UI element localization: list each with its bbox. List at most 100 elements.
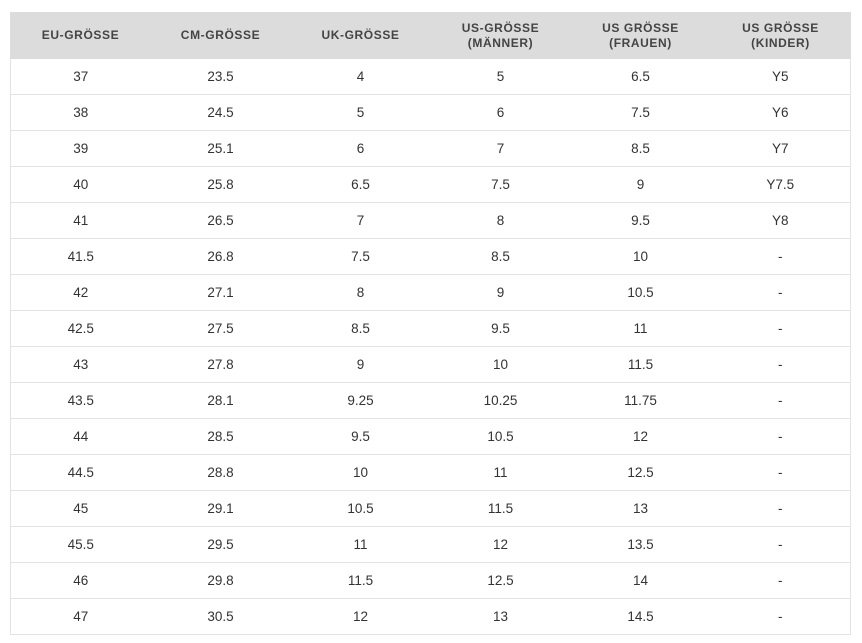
table-row: 39 25.1 6 7 8.5 Y7 bbox=[10, 130, 851, 167]
table-cell: 12.5 bbox=[570, 454, 711, 491]
header-cell: US GRÖSSE (FRAUEN) bbox=[570, 12, 711, 59]
table-cell: Y7 bbox=[710, 130, 851, 167]
table-cell: 7.5 bbox=[570, 94, 711, 131]
table-cell: 5 bbox=[290, 94, 431, 131]
table-cell: 11 bbox=[290, 526, 431, 563]
table-cell: 9 bbox=[570, 166, 711, 203]
header-cell: US-GRÖSSE (MÄNNER) bbox=[430, 12, 571, 59]
table-cell: 30.5 bbox=[150, 598, 291, 635]
table-cell: 13.5 bbox=[570, 526, 711, 563]
table-cell: 37 bbox=[10, 58, 151, 95]
table-cell: 25.1 bbox=[150, 130, 291, 167]
table-cell: 27.8 bbox=[150, 346, 291, 383]
table-row: 41 26.5 7 8 9.5 Y8 bbox=[10, 202, 851, 239]
table-cell: - bbox=[710, 562, 851, 599]
table-cell: 28.8 bbox=[150, 454, 291, 491]
table-cell: 11.5 bbox=[430, 490, 571, 527]
table-cell: 10 bbox=[290, 454, 431, 491]
table-cell: 27.5 bbox=[150, 310, 291, 347]
table-cell: 46 bbox=[10, 562, 151, 599]
table-cell: 45 bbox=[10, 490, 151, 527]
table-cell: 8 bbox=[290, 274, 431, 311]
table-cell: 23.5 bbox=[150, 58, 291, 95]
table-row: 43 27.8 9 10 11.5- bbox=[10, 346, 851, 383]
table-cell: 44 bbox=[10, 418, 151, 455]
table-header: EU-GRÖSSE CM-GRÖSSE UK-GRÖSSE US-GRÖSSE (MÄ… bbox=[10, 12, 851, 59]
table-cell: 11.5 bbox=[570, 346, 711, 383]
header-cell: US GRÖSSE (KINDER) bbox=[710, 12, 851, 59]
table-cell: 12 bbox=[430, 526, 571, 563]
table-cell: 7.5 bbox=[290, 238, 431, 275]
table-cell: - bbox=[710, 454, 851, 491]
table-cell: - bbox=[710, 346, 851, 383]
table-cell: 13 bbox=[570, 490, 711, 527]
table-cell: Y6 bbox=[710, 94, 851, 131]
table-cell: 9.25 bbox=[290, 382, 431, 419]
table-cell: 42.5 bbox=[10, 310, 151, 347]
table-cell: 7 bbox=[290, 202, 431, 239]
table-row: 42.5 27.5 8.5 9.5 11- bbox=[10, 310, 851, 347]
table-cell: 11.5 bbox=[290, 562, 431, 599]
table-cell: Y5 bbox=[710, 58, 851, 95]
table-cell: 44.5 bbox=[10, 454, 151, 491]
table-cell: 4 bbox=[290, 58, 431, 95]
table-cell: 11.75 bbox=[570, 382, 711, 419]
table-cell: 9 bbox=[290, 346, 431, 383]
table-cell: - bbox=[710, 418, 851, 455]
table-cell: 41 bbox=[10, 202, 151, 239]
table-cell: 28.1 bbox=[150, 382, 291, 419]
table-cell: - bbox=[710, 310, 851, 347]
table-row: 43.5 28.1 9.25 10.25 11.75- bbox=[10, 382, 851, 419]
table-cell: 47 bbox=[10, 598, 151, 635]
table-cell: 9.5 bbox=[430, 310, 571, 347]
table-cell: 39 bbox=[10, 130, 151, 167]
table-cell: 26.8 bbox=[150, 238, 291, 275]
table-row: 45.5 29.5 11 12 13.5- bbox=[10, 526, 851, 563]
table-cell: 14 bbox=[570, 562, 711, 599]
table-cell: 10 bbox=[570, 238, 711, 275]
table-cell: - bbox=[710, 238, 851, 275]
table-row: 38 24.5 5 6 7.5 Y6 bbox=[10, 94, 851, 131]
size-table: EU-GRÖSSE CM-GRÖSSE UK-GRÖSSE US-GRÖSSE (MÄ… bbox=[10, 12, 851, 635]
table-cell: Y7.5 bbox=[710, 166, 851, 203]
table-cell: 10.5 bbox=[290, 490, 431, 527]
table-cell: 6.5 bbox=[290, 166, 431, 203]
table-cell: 25.8 bbox=[150, 166, 291, 203]
header-cell: EU-GRÖSSE bbox=[10, 12, 151, 59]
table-cell: - bbox=[710, 598, 851, 635]
header-row: EU-GRÖSSE CM-GRÖSSE UK-GRÖSSE US-GRÖSSE (MÄ… bbox=[10, 12, 851, 59]
table-cell: 9.5 bbox=[290, 418, 431, 455]
table-cell: 6 bbox=[430, 94, 571, 131]
table-cell: 14.5 bbox=[570, 598, 711, 635]
table-cell: Y8 bbox=[710, 202, 851, 239]
table-cell: 29.5 bbox=[150, 526, 291, 563]
table-cell: 38 bbox=[10, 94, 151, 131]
table-cell: 24.5 bbox=[150, 94, 291, 131]
table-row: 44 28.5 9.5 10.5 12- bbox=[10, 418, 851, 455]
table-cell: 42 bbox=[10, 274, 151, 311]
table-row: 47 30.5 12 13 14.5- bbox=[10, 598, 851, 635]
table-cell: - bbox=[710, 274, 851, 311]
table-cell: - bbox=[710, 526, 851, 563]
table-cell: 8.5 bbox=[570, 130, 711, 167]
table-cell: 11 bbox=[570, 310, 711, 347]
header-cell: CM-GRÖSSE bbox=[150, 12, 291, 59]
table-row: 41.5 26.8 7.5 8.5 10- bbox=[10, 238, 851, 275]
table-cell: 29.1 bbox=[150, 490, 291, 527]
table-cell: 10.5 bbox=[430, 418, 571, 455]
table-row: 42 27.1 8 9 10.5- bbox=[10, 274, 851, 311]
table-cell: 7 bbox=[430, 130, 571, 167]
table-cell: 26.5 bbox=[150, 202, 291, 239]
table-row: 37 23.5 4 5 6.5 Y5 bbox=[10, 58, 851, 95]
table-body: 37 23.5 4 5 6.5 Y5 38 24.5 5 6 7.5 Y6 39 25.1 6 7 8.5 Y7 4… bbox=[10, 58, 851, 635]
table-cell: 10 bbox=[430, 346, 571, 383]
table-cell: 12.5 bbox=[430, 562, 571, 599]
table-cell: 5 bbox=[430, 58, 571, 95]
table-cell: 7.5 bbox=[430, 166, 571, 203]
table-cell: 9 bbox=[430, 274, 571, 311]
table-cell: 27.1 bbox=[150, 274, 291, 311]
table-row: 40 25.8 6.5 7.5 9 Y7.5 bbox=[10, 166, 851, 203]
table-cell: 13 bbox=[430, 598, 571, 635]
table-cell: 12 bbox=[570, 418, 711, 455]
